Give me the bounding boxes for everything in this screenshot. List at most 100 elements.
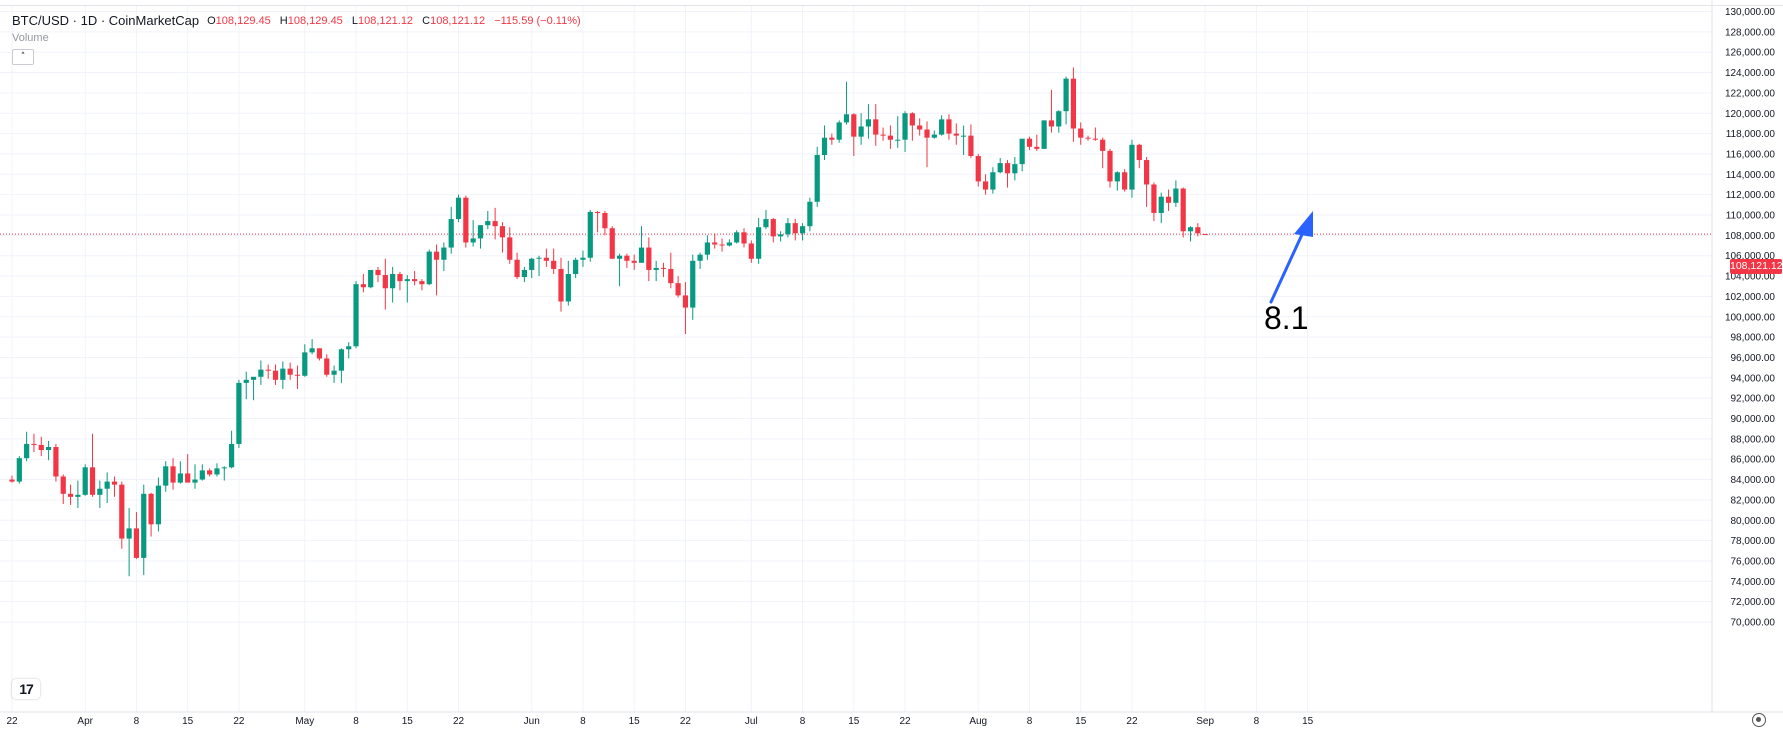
candle-body [792, 223, 798, 234]
candle [375, 266, 381, 283]
candle [990, 167, 996, 194]
candle [734, 230, 740, 244]
candle-body [382, 275, 388, 289]
grid-lines [0, 6, 1712, 712]
candle [141, 484, 147, 576]
collapse-legend-button[interactable]: ˄ [12, 49, 34, 65]
candle [353, 281, 359, 349]
price-axis[interactable]: 130,000.00 128,000.00 126,000.00 124,000.00… [1725, 7, 1775, 629]
candle-body [492, 221, 498, 227]
candle-body [821, 137, 828, 155]
candle [1187, 226, 1194, 242]
time-tick-label: 22 [680, 716, 692, 727]
price-tick-label: 114,000.00 [1726, 170, 1776, 181]
candle-body [133, 528, 140, 558]
candle-body [1151, 184, 1157, 213]
candle [763, 209, 769, 230]
candle-body [624, 255, 630, 261]
candle [1078, 122, 1084, 145]
candle-body [990, 172, 996, 190]
candle [756, 218, 762, 264]
candle [360, 274, 366, 293]
candle-body [309, 348, 315, 353]
candle-body [375, 269, 381, 276]
time-axis[interactable]: 22 Apr 8 15 22 May 8 15 22 Jun 8 15 22 Jul 8 15 22 Aug 8 15… [6, 716, 1313, 727]
candle-body [660, 267, 667, 269]
candle [53, 443, 59, 482]
candle-body [148, 493, 154, 525]
candle [499, 222, 506, 253]
candle-body [38, 444, 44, 451]
candle [814, 146, 820, 207]
candle-body [287, 368, 293, 375]
volume-indicator-label[interactable]: Volume [12, 32, 49, 44]
candle [895, 116, 901, 148]
candle [221, 466, 227, 481]
candle-body [16, 458, 22, 482]
candle-body [1092, 138, 1098, 140]
price-tick-label: 94,000.00 [1731, 373, 1776, 384]
price-tick-label: 124,000.00 [1725, 68, 1775, 79]
price-tick-label: 120,000.00 [1725, 109, 1775, 120]
candle [1114, 171, 1120, 191]
candle-body [1026, 138, 1033, 147]
time-tick-label: 8 [353, 716, 359, 727]
candle-body [814, 154, 820, 202]
candle-body [638, 247, 645, 263]
ohlc-values: O108,129.45 H108,129.45 L108,121.12 C108… [207, 15, 587, 27]
candle [697, 252, 703, 269]
candle-body [104, 481, 110, 489]
candle [748, 240, 754, 263]
candle-body [1180, 188, 1186, 232]
symbol-title[interactable]: BTC/USD · 1D · CoinMarketCap [12, 13, 200, 28]
candle [309, 339, 315, 355]
candle-body [243, 379, 249, 383]
candle-body [111, 481, 118, 485]
candle [1063, 76, 1069, 125]
candle [653, 260, 659, 282]
candle [982, 174, 989, 195]
candle-body [1004, 163, 1011, 174]
candle-body [53, 446, 59, 477]
candle [1195, 223, 1201, 237]
price-tick-label: 96,000.00 [1731, 353, 1776, 364]
candle [148, 492, 154, 537]
candle-body [961, 135, 967, 137]
candle-body [514, 259, 520, 278]
candle [470, 220, 476, 247]
candle-body [1070, 78, 1076, 129]
candle [975, 153, 981, 187]
candle-body [346, 346, 352, 350]
candle-body [748, 243, 754, 259]
candle-body [1187, 227, 1194, 232]
candle [1129, 139, 1135, 198]
candle-body [82, 467, 88, 495]
candle [858, 113, 864, 145]
candle [382, 258, 388, 310]
candle [1085, 135, 1091, 141]
price-tick-label: 78,000.00 [1731, 536, 1776, 547]
candle [514, 252, 520, 280]
candle [448, 206, 454, 254]
candle-body [419, 281, 425, 285]
candle [719, 238, 725, 252]
candle-body [463, 197, 469, 243]
candle [624, 253, 630, 268]
time-tick-label: 22 [6, 716, 18, 727]
tradingview-logo[interactable]: 17 [12, 679, 40, 699]
candle-body [1019, 138, 1025, 165]
price-tick-label: 106,000.00 [1725, 251, 1775, 262]
candle [821, 125, 828, 161]
price-tick-label: 92,000.00 [1731, 394, 1776, 405]
candle [185, 454, 191, 483]
candle-body [719, 244, 725, 246]
settings-icon[interactable] [1752, 713, 1766, 727]
candle-body [9, 479, 15, 482]
candle [31, 433, 37, 453]
candle [704, 235, 710, 260]
low-label: L [351, 14, 358, 27]
candle [199, 464, 205, 481]
candle [799, 223, 806, 241]
candle [272, 364, 279, 385]
